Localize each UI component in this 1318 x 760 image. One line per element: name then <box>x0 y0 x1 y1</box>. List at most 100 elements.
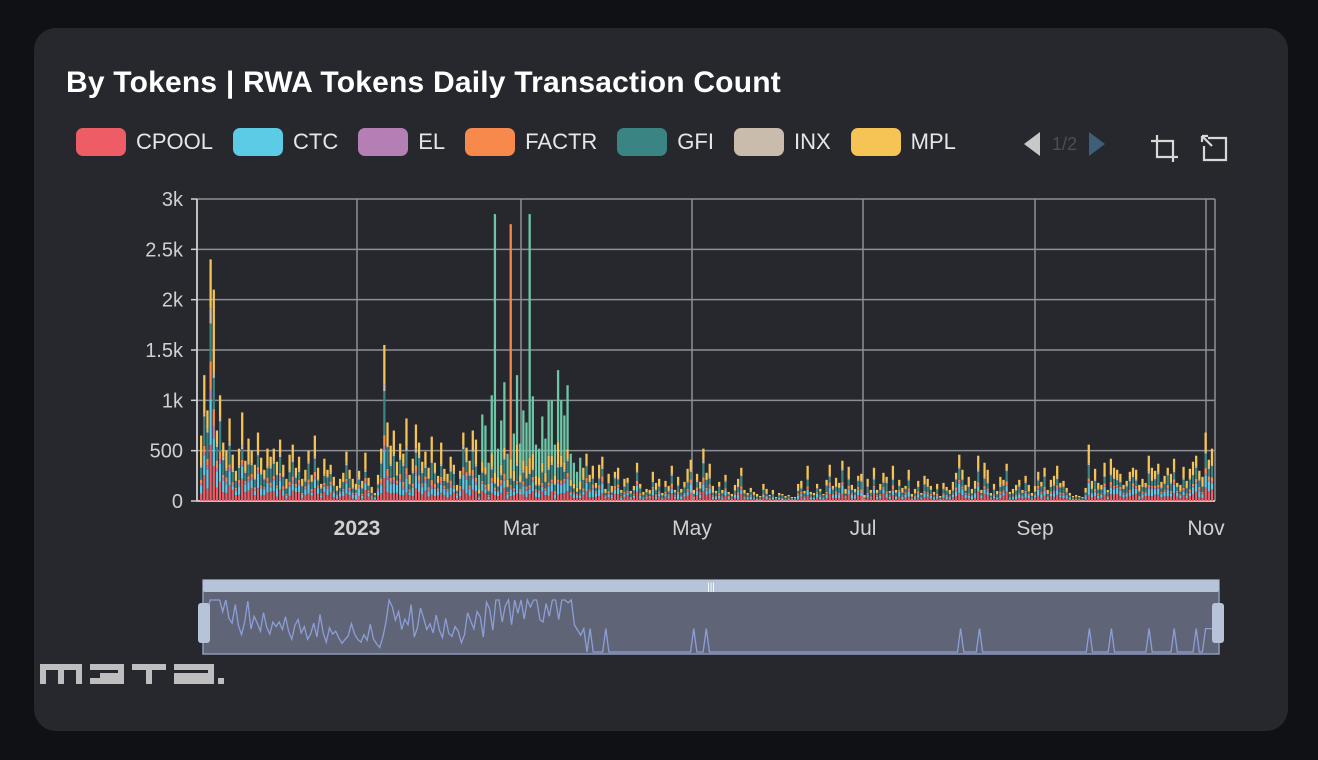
bar-segment-inx <box>323 474 326 477</box>
bar-segment-el <box>241 463 244 467</box>
bar-segment-gfi_light <box>522 410 525 461</box>
bar-segment-factr <box>234 487 238 490</box>
bar-segment-factr <box>1087 478 1090 482</box>
bar-segment-el <box>639 495 642 496</box>
bar-segment-factr <box>1027 493 1030 495</box>
bar-segment-el <box>1179 494 1182 496</box>
bar-segment-inx <box>260 472 263 475</box>
bar-segment-gfi <box>781 495 784 498</box>
bar-segment-mpl <box>544 472 547 482</box>
bar-segment-mpl <box>329 464 332 473</box>
bar-segment-gfi <box>332 485 335 492</box>
legend-item-gfi[interactable]: GFI <box>617 128 714 156</box>
bar-segment-mpl <box>417 442 421 456</box>
bar-segment-el <box>534 490 538 493</box>
bar-segment-inx <box>215 444 219 448</box>
bar-segment-gfi <box>411 473 414 484</box>
bar-segment-inx <box>1014 490 1018 491</box>
legend-item-mpl[interactable]: MPL <box>850 128 956 156</box>
bar-segment-gfi <box>1166 475 1169 485</box>
bar-segment-ctc <box>550 483 553 492</box>
bar-segment-factr <box>841 482 844 484</box>
bar-segment-inx <box>395 475 399 476</box>
bar-segment-gfi <box>1157 474 1160 485</box>
bar-segment-cpool <box>654 498 658 501</box>
bar-segment-ctc <box>572 494 576 499</box>
bar-segment-cpool <box>503 487 506 501</box>
bar-segment-factr <box>904 492 907 494</box>
bar-segment-gfi <box>282 477 285 487</box>
bar-segment-factr <box>452 485 455 488</box>
bar-segment-factr <box>1033 494 1037 496</box>
bar-segment-gfi <box>989 495 992 498</box>
bar-segment-el <box>654 496 658 497</box>
bar-segment-factr <box>351 492 354 494</box>
x-tick-label: Jul <box>850 517 877 540</box>
bar-segment-inx <box>408 483 411 485</box>
bar-segment-mpl <box>1052 475 1056 485</box>
bar-segment-cpool <box>623 496 626 501</box>
bar-segment-factr <box>278 472 282 477</box>
bar-segment-el <box>724 489 727 491</box>
bar-segment-el <box>263 488 266 490</box>
bar-segment-cpool <box>1097 498 1100 501</box>
bar-segment-el <box>1204 473 1207 476</box>
triangle-left-icon[interactable] <box>1022 130 1042 158</box>
bar-segment-mpl <box>348 469 351 479</box>
bar-segment-el <box>1062 494 1065 496</box>
data-zoom-icon[interactable] <box>1148 132 1180 164</box>
bar-segment-inx <box>967 486 970 488</box>
bar-segment-gfi <box>465 462 468 473</box>
bar-segment-ctc <box>989 498 992 500</box>
bar-segment-cpool <box>793 500 797 501</box>
bar-segment-cpool <box>825 498 828 501</box>
bar-segment-cpool <box>1081 500 1084 501</box>
bar-segment-el <box>1043 488 1046 491</box>
bar-segment-mpl <box>1185 480 1188 488</box>
bar-segment-factr <box>462 466 465 473</box>
bar-segment-inx <box>670 473 673 476</box>
bar-segment-gfi <box>294 477 298 484</box>
bar-segment-factr <box>582 488 585 491</box>
bar-segment-ctc <box>642 498 645 500</box>
legend-item-cpool[interactable]: CPOOL <box>76 128 213 156</box>
bar-segment-cpool <box>294 492 298 501</box>
bar-segment-el <box>1169 492 1173 494</box>
bar-segment-cpool <box>392 493 395 501</box>
bar-segment-ctc <box>332 492 335 498</box>
bar-segment-el <box>1109 485 1113 488</box>
bar-segment-el <box>1116 486 1119 488</box>
bar-segment-gfi <box>1147 473 1150 485</box>
legend-item-factr[interactable]: FACTR <box>465 128 597 156</box>
bar-segment-gfi <box>904 489 907 493</box>
bar-segment-mpl <box>787 494 790 497</box>
bar-segment-factr <box>1097 493 1100 495</box>
triangle-right-icon[interactable] <box>1087 130 1107 158</box>
bar-segment-cpool <box>493 495 497 501</box>
bar-segment-mpl <box>459 470 462 478</box>
bar-segment-cpool <box>1033 497 1037 501</box>
bar-segment-factr <box>1043 487 1046 489</box>
legend-item-inx[interactable]: INX <box>733 128 831 156</box>
bar-segment-gfi <box>970 493 974 496</box>
bar-segment-cpool <box>670 493 673 501</box>
bar-segment-mpl <box>626 477 629 483</box>
bar-segment-inx <box>1093 479 1097 481</box>
bar-segment-el <box>544 489 547 491</box>
legend-item-el[interactable]: EL <box>358 128 445 156</box>
bar-segment-gfi <box>1078 497 1081 499</box>
legend-item-ctc[interactable]: CTC <box>233 128 338 156</box>
bar-segment-mpl <box>411 458 414 472</box>
bar-segment-mpl <box>958 454 961 468</box>
zoom-reset-icon[interactable] <box>1198 132 1230 164</box>
bar-segment-el <box>1090 493 1094 495</box>
bar-segment-cpool <box>1002 495 1005 501</box>
bar-segment-ctc <box>256 473 260 489</box>
bar-segment-inx <box>834 486 838 488</box>
bar-segment-inx <box>348 478 351 480</box>
bar-segment-mpl <box>939 495 942 498</box>
bar-segment-inx <box>364 469 367 472</box>
bar-segment-gfi <box>1081 498 1084 500</box>
bar-segment-factr <box>512 488 515 491</box>
legend-swatch-ctc <box>233 128 284 156</box>
